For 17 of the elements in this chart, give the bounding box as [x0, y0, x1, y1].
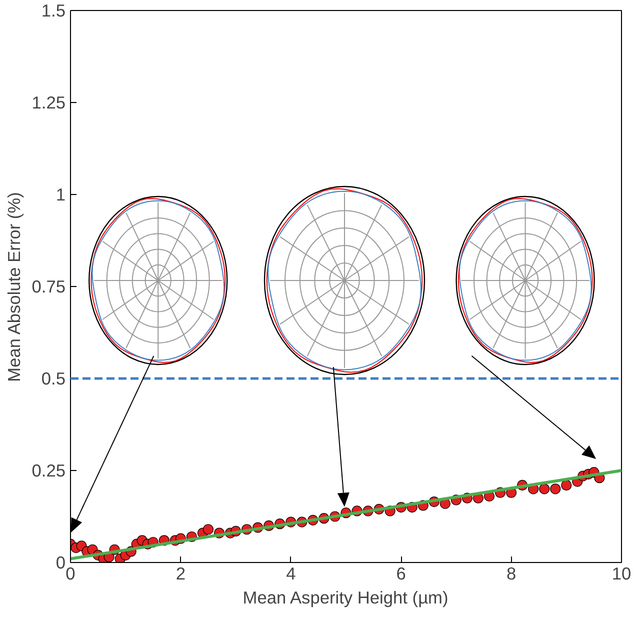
y-tick-label: 1.5: [41, 0, 66, 20]
x-tick-label: 10: [612, 564, 632, 584]
y-axis-title: Mean Absolute Error (%): [4, 192, 24, 382]
y-tick-label: 0.25: [32, 460, 66, 480]
point: [561, 480, 572, 491]
point: [202, 524, 214, 535]
y-tick-label: 0.75: [32, 276, 66, 296]
x-axis-title: Mean Asperity Height (µm): [242, 588, 448, 608]
x-tick-label: 2: [176, 564, 186, 584]
y-tick-label: 1: [56, 184, 66, 204]
point: [550, 484, 561, 494]
y-tick-label: 0.5: [41, 368, 66, 388]
x-tick-label: 4: [286, 564, 296, 584]
x-tick-label: 8: [506, 564, 516, 584]
point: [539, 484, 550, 494]
y-tick-label: 1.25: [32, 92, 66, 112]
x-tick-label: 6: [396, 564, 406, 584]
